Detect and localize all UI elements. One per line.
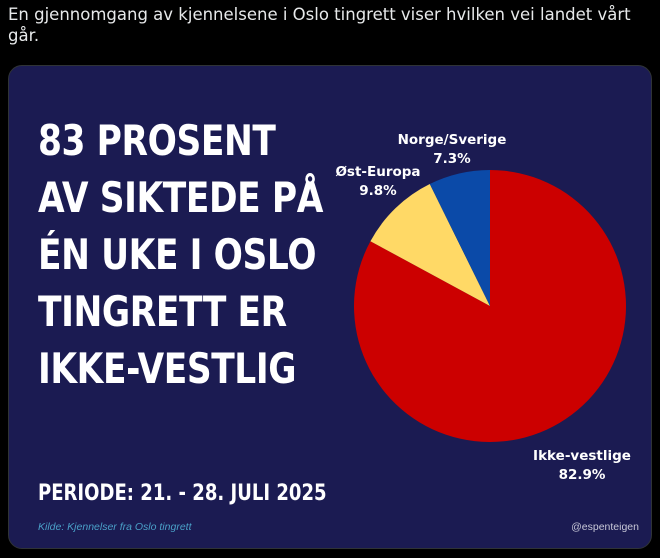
pie-slice-ikke-vestlige: [353, 170, 626, 443]
slice-value-label: 82.9%: [559, 467, 606, 483]
slice-value-label: 9.8%: [359, 183, 397, 199]
period-label: PERIODE: 21. - 28. JULI 2025: [38, 481, 327, 506]
slice-label: Norge/Sverige: [398, 132, 507, 148]
headline-line: AV SIKTEDE PÅ: [38, 173, 323, 222]
author-handle: @espenteigen: [571, 521, 639, 533]
headline-line: ÉN UKE I OSLO: [38, 230, 317, 279]
headline-line: 83 PROSENT: [38, 116, 276, 165]
pie-slices: [353, 170, 626, 443]
tweet-media-image[interactable]: 83 PROSENT AV SIKTEDE PÅ ÉN UKE I OSLO T…: [8, 65, 652, 549]
headline-line: TINGRETT ER: [38, 287, 287, 336]
slice-value-label: 7.3%: [433, 151, 471, 167]
slice-label: Øst-Europa: [335, 164, 420, 180]
pie-chart: Ikke-vestlige 82.9% Øst-Europa 9.8% Norge/Sv…: [335, 132, 631, 483]
pie-slice-norge-sverige: [429, 170, 490, 306]
source-label: Kilde: Kjennelser fra Oslo tingrett: [38, 521, 192, 533]
headline-line: IKKE-VESTLIG: [38, 344, 297, 393]
pie-slice--st-europa: [370, 184, 490, 306]
tweet-text: En gjennomgang av kjennelsene i Oslo tin…: [8, 5, 631, 45]
pie-labels: Ikke-vestlige 82.9% Øst-Europa 9.8% Norge/Sv…: [335, 132, 631, 483]
infographic-headline: 83 PROSENT AV SIKTEDE PÅ ÉN UKE I OSLO T…: [38, 112, 323, 397]
slice-label: Ikke-vestlige: [533, 448, 631, 464]
